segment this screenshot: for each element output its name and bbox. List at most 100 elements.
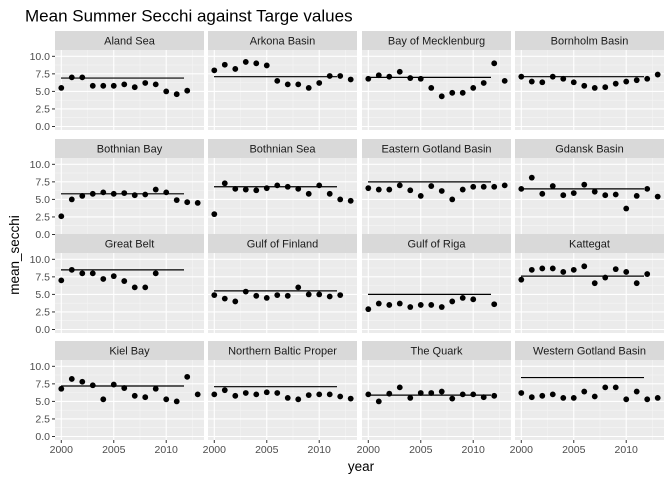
data-point xyxy=(211,292,218,299)
facet-strip xyxy=(362,341,511,360)
data-point xyxy=(68,266,75,273)
data-point xyxy=(163,189,170,196)
data-point xyxy=(79,74,86,81)
data-point xyxy=(232,298,239,305)
data-point xyxy=(274,390,281,396)
data-point xyxy=(623,269,630,275)
data-point xyxy=(253,292,260,299)
data-point xyxy=(539,79,546,86)
data-point xyxy=(623,78,630,85)
data-point xyxy=(295,284,302,291)
data-point xyxy=(644,75,651,82)
data-point xyxy=(232,185,239,192)
data-point xyxy=(549,265,556,272)
data-point xyxy=(591,84,598,91)
data-point xyxy=(633,280,640,287)
facet-panel-10: Gulf of Riga xyxy=(362,234,511,333)
facet-panel-7: Gdansk Basin xyxy=(515,139,664,238)
data-point xyxy=(68,376,75,382)
data-point xyxy=(100,276,107,282)
data-point xyxy=(654,394,661,401)
data-point xyxy=(89,270,96,277)
data-point xyxy=(263,62,270,69)
facet-strip xyxy=(55,341,204,360)
data-point xyxy=(365,306,372,313)
x-tick-label: 2010 xyxy=(615,444,639,456)
facet-panel-11: Kattegat xyxy=(515,234,664,333)
data-point xyxy=(326,190,333,197)
facet-strip xyxy=(362,234,511,253)
data-point xyxy=(121,81,128,88)
facet-strip-label: Aland Sea xyxy=(104,36,156,48)
data-point xyxy=(316,182,323,189)
facet-strip-label: Kattegat xyxy=(569,239,610,251)
data-point xyxy=(121,278,128,284)
data-point xyxy=(274,77,281,84)
facet-strip xyxy=(362,139,511,158)
data-point xyxy=(337,73,344,79)
data-point xyxy=(396,300,403,307)
facet-panel-2: Bay of Mecklenburg xyxy=(362,31,511,130)
facet-panel-8: Great Belt 0.0 2.5 5.0 7.5 10.0 xyxy=(30,234,204,336)
panel-background xyxy=(208,158,357,238)
data-point xyxy=(375,186,382,193)
data-point xyxy=(263,295,270,301)
data-point xyxy=(591,393,598,400)
data-point xyxy=(110,82,117,89)
data-point xyxy=(242,59,249,65)
data-point xyxy=(549,73,556,80)
data-point xyxy=(480,80,487,86)
panel-background xyxy=(208,253,357,333)
data-point xyxy=(211,211,218,218)
facet-panel-6: Eastern Gotland Basin xyxy=(362,139,511,238)
facet-panel-15: Western Gotland Basin 2000 2005 2010 xyxy=(510,341,664,456)
facet-panel-3: Bornholm Basin xyxy=(515,31,664,130)
data-point xyxy=(221,180,228,187)
data-point xyxy=(79,192,86,199)
data-point xyxy=(365,75,372,82)
data-point xyxy=(501,77,508,84)
data-point xyxy=(633,388,640,395)
data-point xyxy=(100,189,107,196)
data-point xyxy=(459,391,466,398)
data-point xyxy=(623,205,630,212)
data-point xyxy=(633,77,640,84)
x-tick-label: 2000 xyxy=(203,444,227,456)
data-point xyxy=(539,392,546,399)
facet-strip-label: The Quark xyxy=(411,346,463,358)
panel-background xyxy=(515,360,664,440)
panel-background xyxy=(208,50,357,130)
data-point xyxy=(560,192,567,199)
facet-panel-14: The Quark 2000 2005 2010 xyxy=(357,341,511,456)
facet-strip-label: Gulf of Finland xyxy=(247,239,319,251)
data-point xyxy=(581,181,588,188)
data-point xyxy=(295,185,302,192)
data-point xyxy=(68,74,75,81)
data-point xyxy=(58,385,65,392)
data-point xyxy=(194,391,201,398)
x-tick-label: 2010 xyxy=(155,444,179,456)
x-tick-label: 2005 xyxy=(562,444,586,456)
data-point xyxy=(518,276,525,283)
facet-strip xyxy=(362,31,511,50)
data-point xyxy=(591,188,598,195)
facet-strip-label: Bay of Mecklenburg xyxy=(388,36,485,48)
data-point xyxy=(284,81,291,88)
data-point xyxy=(633,192,640,199)
data-point xyxy=(528,394,535,401)
data-point xyxy=(58,277,65,284)
data-point xyxy=(152,385,159,392)
data-point xyxy=(121,190,128,196)
data-point xyxy=(142,394,149,401)
data-point xyxy=(386,302,393,308)
data-point xyxy=(221,295,228,302)
facet-strip-label: Kiel Bay xyxy=(109,346,150,358)
data-point xyxy=(612,384,619,391)
data-point xyxy=(501,182,508,189)
data-point xyxy=(654,193,661,200)
data-point xyxy=(470,84,477,91)
data-point xyxy=(644,271,651,277)
data-point xyxy=(396,384,403,391)
